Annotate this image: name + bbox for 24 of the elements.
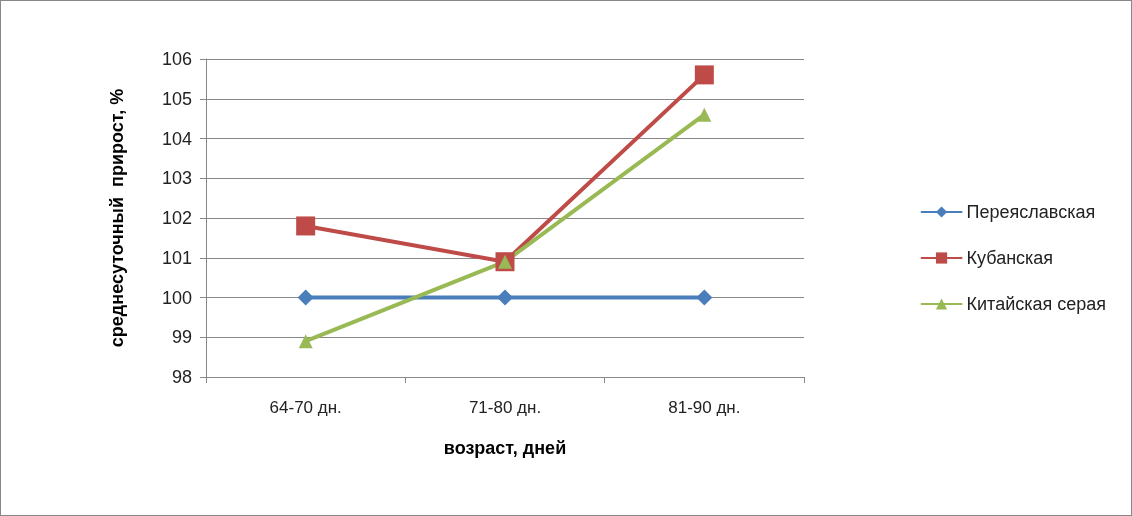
point	[694, 65, 714, 85]
point	[497, 289, 513, 306]
x-tick-label: 64-70 дн.	[269, 398, 342, 417]
y-tick-label: 105	[161, 88, 192, 109]
point	[696, 289, 713, 306]
y-tick-label: 99	[171, 327, 192, 348]
y-tick-label: 106	[161, 49, 192, 69]
legend-label: Кубанская	[966, 248, 1054, 268]
x-axis-title: возраст, дней	[443, 438, 567, 458]
y-tick-label: 103	[161, 168, 192, 189]
y-tick-label: 102	[161, 208, 192, 228]
y-tick-label: 101	[161, 247, 192, 268]
y-tick-label: 104	[161, 128, 192, 149]
point	[298, 334, 313, 349]
point	[296, 216, 316, 236]
y-tick-label: 100	[161, 287, 192, 308]
x-tick-label: 81-90 дн.	[668, 398, 741, 417]
legend-label: Китайская серая	[966, 294, 1107, 314]
y-axis-title: среднесуточный прирост, %	[107, 88, 127, 348]
legend-label: Переяславская	[966, 202, 1096, 222]
point	[297, 289, 314, 306]
x-tick-label: 71-80 дн.	[468, 398, 542, 417]
point	[697, 107, 712, 122]
y-tick-label: 98	[171, 367, 192, 387]
